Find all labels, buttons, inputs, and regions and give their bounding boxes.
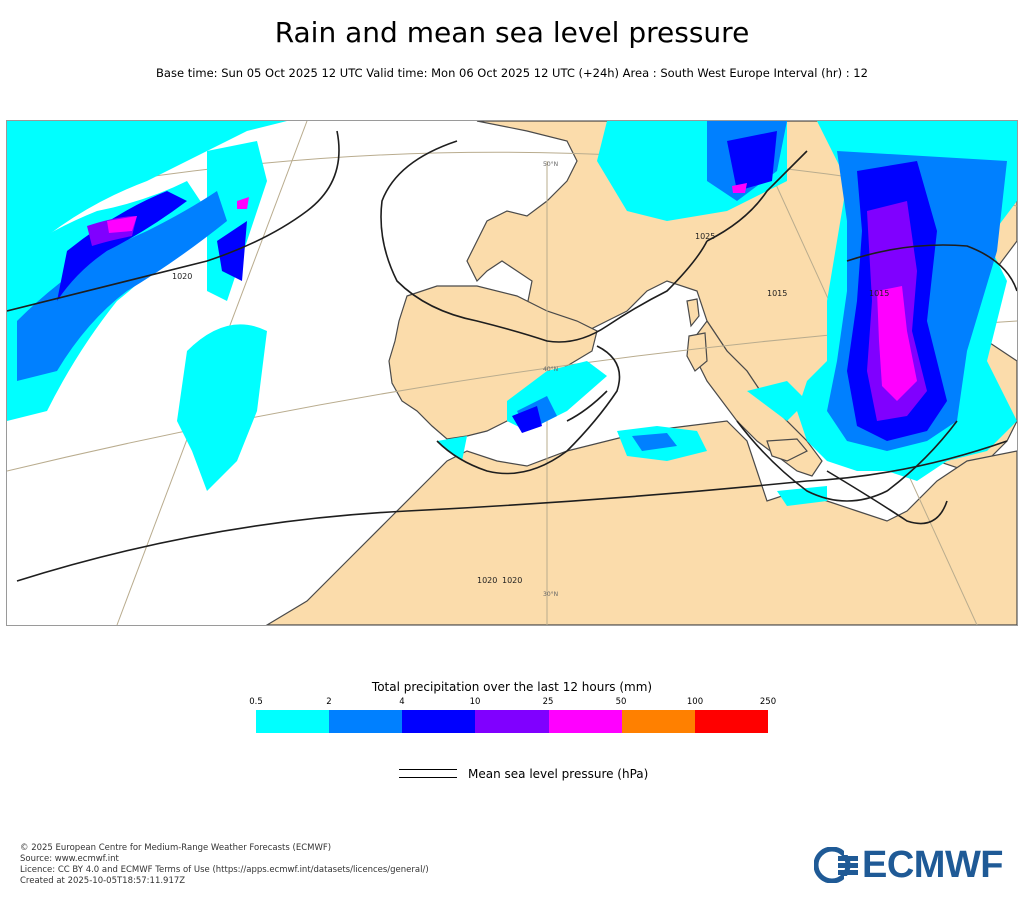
legend-tick: 50	[615, 697, 627, 707]
legend-tick: 100	[686, 697, 704, 707]
colorbar-segment	[548, 710, 622, 733]
colorbar-segment	[256, 710, 330, 733]
legend-tick: 25	[542, 697, 554, 707]
isobar-label: 1025	[695, 232, 715, 241]
isobar-label: 1015	[869, 289, 889, 298]
copyright-text: © 2025 European Centre for Medium-Range …	[20, 843, 332, 853]
legend-tick: 2	[326, 697, 332, 707]
ecmwf-logo: ECMWF	[814, 844, 1004, 886]
footer-credits: © 2025 European Centre for Medium-Range …	[20, 843, 429, 887]
isobar-label: 1020	[477, 576, 497, 585]
isobar-label: 1015	[767, 289, 787, 298]
isobar-layer	[7, 130, 1017, 582]
colorbar-segment	[402, 710, 476, 733]
pressure-legend-label: Mean sea level pressure (hPa)	[468, 767, 649, 781]
ecmwf-logo-icon	[814, 847, 858, 883]
latitude-label: 30°N	[543, 591, 558, 598]
precipitation-colorbar	[256, 710, 768, 733]
chart-title: Rain and mean sea level pressure	[274, 16, 750, 49]
colorbar-segment	[475, 710, 549, 733]
latitude-label: 40°N	[543, 366, 558, 373]
licence-text: Licence: CC BY 4.0 and ECMWF Terms of Us…	[20, 865, 429, 875]
pressure-line-key	[399, 769, 457, 778]
source-text: Source: www.ecmwf.int	[20, 854, 119, 864]
chart-subtitle: Base time: Sun 05 Oct 2025 12 UTC Valid …	[156, 66, 868, 80]
isobar-labels: 1020 1020 1025 1015 1015 1020	[172, 232, 889, 585]
map-canvas: 1020 1020 1025 1015 1015 1020 50°N 40°N …	[7, 121, 1017, 625]
ecmwf-logo-text: ECMWF	[862, 844, 1004, 886]
colorbar-segment	[329, 710, 403, 733]
legend-tick: 250	[759, 697, 777, 707]
colorbar-segment	[621, 710, 695, 733]
isobar-label: 1020	[502, 576, 522, 585]
created-text: Created at 2025-10-05T18:57:11.917Z	[20, 876, 186, 886]
legend-tick: 10	[469, 697, 481, 707]
legend-tick: 4	[399, 697, 405, 707]
latitude-label: 50°N	[543, 161, 558, 168]
legend-title: Total precipitation over the last 12 hou…	[371, 680, 653, 694]
isobar-label: 1020	[172, 272, 192, 281]
latitude-labels: 50°N 40°N 30°N	[543, 161, 558, 598]
colorbar-segment	[694, 710, 768, 733]
legend-tick: 0.5	[249, 697, 263, 707]
forecast-map[interactable]: 1020 1020 1025 1015 1015 1020 50°N 40°N …	[6, 120, 1018, 626]
precipitation-layer	[7, 121, 1017, 506]
